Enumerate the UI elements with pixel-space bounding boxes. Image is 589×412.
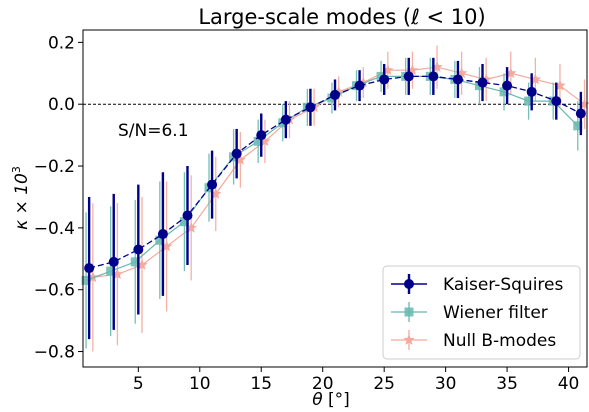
data-point [207, 179, 218, 190]
legend-label: Wiener filter [443, 303, 548, 323]
x-tick-label: 25 [373, 374, 395, 394]
data-point [551, 96, 562, 107]
y-tick-label: −0.8 [34, 343, 75, 363]
x-tick-label: 5 [133, 374, 144, 394]
chart-title: Large-scale modes (ℓ < 10) [198, 5, 485, 29]
data-point [155, 235, 165, 245]
series-layer [81, 45, 589, 352]
legend-label: Null B-modes [443, 331, 556, 351]
data-point [157, 229, 168, 240]
data-point [330, 89, 340, 100]
data-point [455, 67, 468, 79]
legend: Kaiser-Squires Wiener filter Null B-modes [382, 265, 581, 360]
data-point [259, 135, 271, 147]
data-point [529, 73, 542, 85]
data-point [357, 76, 369, 88]
data-point [573, 121, 583, 131]
data-point [84, 263, 95, 274]
data-point [81, 275, 91, 285]
y-tick-label: −0.6 [34, 281, 75, 301]
data-point [130, 257, 140, 267]
data-point [578, 98, 589, 110]
data-point [87, 271, 99, 283]
legend-label: Kaiser-Squires [443, 275, 563, 295]
data-point [480, 73, 492, 85]
axis-ticks-layer: 5 10 15 20 25 30 35 40 −0.8 −0.6 −0.4 −0.2 0.0 0.2 [34, 33, 580, 394]
data-point [182, 210, 193, 221]
data-point [354, 80, 365, 91]
legend-marker [403, 334, 415, 345]
data-point [332, 85, 345, 97]
x-tick-label: 35 [496, 374, 518, 394]
y-tick-label: −0.2 [34, 157, 75, 177]
data-point [234, 153, 247, 165]
data-point [499, 87, 509, 97]
signal-to-noise-annotation: S/N=6.1 [118, 121, 189, 141]
legend-marker [404, 307, 414, 317]
data-point [502, 80, 513, 91]
data-point [253, 136, 263, 146]
data-point [554, 79, 566, 91]
data-point [280, 114, 291, 125]
legend-entry: Kaiser-Squires [391, 274, 563, 295]
data-point [106, 266, 116, 276]
data-point [526, 86, 537, 97]
data-point [136, 258, 148, 270]
data-point [210, 187, 222, 199]
data-point [379, 74, 390, 85]
x-tick-label: 15 [250, 374, 272, 394]
legend-entry: Wiener filter [391, 302, 548, 323]
data-point [524, 96, 534, 106]
data-point [133, 244, 144, 255]
data-point [431, 61, 443, 72]
data-point [406, 64, 419, 76]
legend-box [382, 265, 581, 360]
data-point [111, 268, 124, 280]
series-kaiser-squires [84, 57, 586, 340]
x-axis-label: θ [°] [312, 390, 350, 410]
data-point [452, 74, 463, 85]
y-axis-label: κ × 103 [10, 166, 32, 230]
x-tick-label: 10 [189, 374, 211, 394]
data-point [231, 148, 242, 159]
data-point [305, 102, 316, 113]
data-point [179, 217, 189, 227]
y-tick-label: 0.2 [48, 33, 75, 53]
y-tick-label: −0.4 [34, 219, 75, 239]
data-point [428, 71, 439, 82]
legend-marker [404, 279, 414, 289]
data-point [505, 67, 517, 79]
data-point [160, 240, 173, 252]
data-point [575, 108, 586, 119]
x-tick-label: 30 [435, 374, 457, 394]
data-point [108, 256, 119, 267]
data-point [382, 64, 394, 76]
y-tick-label: 0.0 [48, 95, 75, 115]
legend-entry: Null B-modes [391, 330, 556, 351]
x-tick-label: 20 [312, 374, 334, 394]
data-point [185, 221, 197, 233]
plot-frame [82, 29, 588, 368]
data-point [256, 130, 267, 141]
data-point [403, 71, 414, 82]
x-tick-label: 40 [558, 374, 580, 394]
data-point [477, 77, 488, 88]
